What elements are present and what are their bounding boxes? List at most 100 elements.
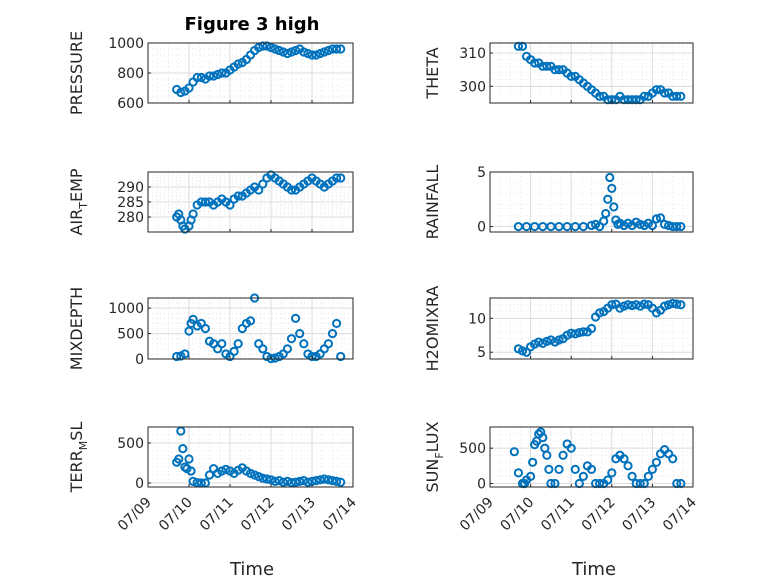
data-point [270,476,280,486]
y-axis-label: MIXDEPTH [67,287,86,370]
data-point [291,45,301,56]
data-point [554,65,564,75]
data-point [544,464,554,474]
x-tick-label: 07/11 [538,495,578,535]
data-point [526,471,536,482]
data-point [542,61,552,71]
x-tick-label: 07/13 [279,495,319,535]
data-point [651,214,662,224]
data-point [603,194,613,204]
data-point [627,471,637,482]
data-point [639,91,649,101]
x-tick-label: 07/09 [457,495,497,535]
y-label-main: TERR [67,450,86,493]
data-point [188,314,198,324]
x-tick-label: 07/12 [579,495,619,535]
y-tick-label: 600 [117,96,144,112]
data-point [601,208,611,219]
y-label-main: MIXDEPTH [67,287,86,370]
data-point [664,220,674,231]
x-tick-label: 07/10 [156,495,196,535]
data-point [595,308,605,318]
y-label-tail: EMP [67,168,86,202]
data-point [266,353,276,364]
data-point [291,477,301,487]
y-tick-label: 1000 [108,36,144,52]
data-point [639,299,649,309]
y-tick-label: 500 [117,327,144,343]
x-tick-label: 07/14 [660,494,700,534]
y-tick-label: 5 [477,165,486,181]
data-point [599,216,609,226]
data-point [266,42,276,53]
y-tick-label: 290 [117,180,144,196]
data-point [282,476,292,486]
y-label-main: RAINFALL [423,165,442,240]
data-point [578,221,588,232]
y-tick-label: 280 [117,210,144,226]
data-point [245,316,256,326]
data-point [217,339,227,349]
data-point [672,221,682,232]
data-point [286,334,297,344]
subplot-theta: 300 310 THETA [423,41,694,105]
data-point [570,464,580,474]
data-point [619,454,629,464]
data-point [286,47,297,57]
data-point [178,444,188,454]
data-point [566,71,576,81]
y-axis-label: SUNFLUX [423,421,446,492]
x-tick-label: 07/10 [498,495,538,535]
y-tick-label: 0 [477,476,486,492]
data-point [233,339,243,349]
data-point [258,473,268,483]
data-point [204,470,215,480]
data-point [200,323,210,334]
data-point [336,44,346,54]
subplot-terr-msl: 0 500 07/09 07/10 07/11 07/12 07/13 07/14 TERRMS… [67,422,360,535]
data-point [676,221,686,232]
data-point [200,197,210,207]
data-point [659,219,670,229]
x-tick-label: 07/09 [115,495,155,535]
data-point [336,173,346,183]
data-point [327,44,338,54]
x-tick-label: 07/12 [238,495,278,535]
x-tick-label: 07/13 [619,495,659,535]
data-point [291,313,301,323]
data-point [554,335,564,345]
data-point [225,200,235,210]
data-point [672,299,682,309]
data-point [603,475,613,485]
data-point [233,59,243,69]
data-point [651,457,662,467]
data-point [607,183,617,193]
axes-box [489,171,694,233]
data-point [217,68,227,78]
data-point [192,478,202,488]
data-point [180,349,190,359]
data-point [258,179,268,189]
y-tick-label: 5 [477,345,486,361]
data-point [315,48,325,59]
data-point [609,202,619,212]
data-point [643,471,653,482]
y-tick-label: 500 [459,441,486,457]
data-point [542,450,552,460]
data-point [278,477,288,487]
data-point [323,475,333,485]
axes-box [147,426,354,488]
y-tick-label: 800 [117,66,144,82]
data-point [578,471,588,482]
data-point [332,44,342,54]
y-tick-label: 0 [135,476,144,492]
data-point [307,50,317,60]
data-point [233,191,243,201]
data-point [282,48,292,59]
data-point [282,344,292,354]
axes-box [489,297,694,360]
y-tick-label: 0 [477,220,486,236]
x-tick-label: 07/11 [197,495,237,535]
data-point [184,83,194,93]
